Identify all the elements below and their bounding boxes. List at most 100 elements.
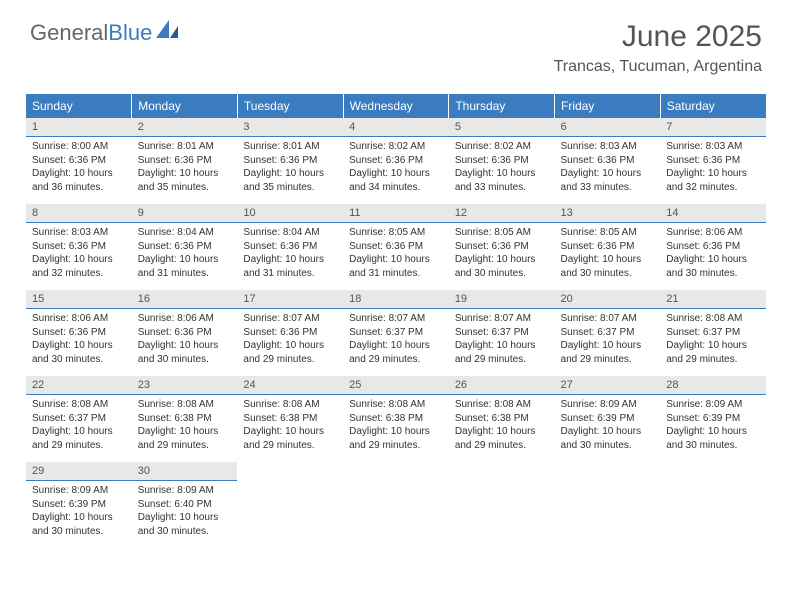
sunset-text: Sunset: 6:36 PM xyxy=(243,154,337,168)
day-number: 12 xyxy=(455,207,467,219)
day-number-cell xyxy=(449,462,555,481)
day-number-cell xyxy=(660,462,766,481)
daylight-text: Daylight: 10 hours and 30 minutes. xyxy=(32,339,126,366)
day-number: 25 xyxy=(349,379,361,391)
brand-logo: GeneralBlue xyxy=(30,20,182,46)
sunset-text: Sunset: 6:36 PM xyxy=(455,154,549,168)
day-content-cell: Sunrise: 8:05 AMSunset: 6:36 PMDaylight:… xyxy=(343,223,449,291)
daylight-text: Daylight: 10 hours and 29 minutes. xyxy=(455,425,549,452)
weekday-header: Wednesday xyxy=(343,94,449,118)
sunrise-text: Sunrise: 8:08 AM xyxy=(138,398,232,412)
daylight-text: Daylight: 10 hours and 29 minutes. xyxy=(349,339,443,366)
sunrise-text: Sunrise: 8:08 AM xyxy=(666,312,760,326)
sunrise-text: Sunrise: 8:00 AM xyxy=(32,140,126,154)
day-number-row: 2930 xyxy=(26,462,766,481)
day-number-cell xyxy=(555,462,661,481)
daylight-text: Daylight: 10 hours and 36 minutes. xyxy=(32,167,126,194)
day-content-cell xyxy=(449,481,555,549)
day-number-cell: 15 xyxy=(26,290,132,309)
day-number-cell: 2 xyxy=(132,118,238,137)
sunset-text: Sunset: 6:37 PM xyxy=(455,326,549,340)
sunrise-text: Sunrise: 8:05 AM xyxy=(349,226,443,240)
daylight-text: Daylight: 10 hours and 35 minutes. xyxy=(138,167,232,194)
day-content-cell xyxy=(237,481,343,549)
sunset-text: Sunset: 6:37 PM xyxy=(32,412,126,426)
day-number-cell: 3 xyxy=(237,118,343,137)
day-content-cell: Sunrise: 8:02 AMSunset: 6:36 PMDaylight:… xyxy=(449,137,555,205)
day-content-cell: Sunrise: 8:08 AMSunset: 6:37 PMDaylight:… xyxy=(26,395,132,463)
day-number-cell: 23 xyxy=(132,376,238,395)
day-content-cell: Sunrise: 8:04 AMSunset: 6:36 PMDaylight:… xyxy=(237,223,343,291)
day-number: 28 xyxy=(666,379,678,391)
daylight-text: Daylight: 10 hours and 30 minutes. xyxy=(561,253,655,280)
day-number: 24 xyxy=(243,379,255,391)
sunset-text: Sunset: 6:38 PM xyxy=(243,412,337,426)
daylight-text: Daylight: 10 hours and 32 minutes. xyxy=(666,167,760,194)
day-content-cell: Sunrise: 8:06 AMSunset: 6:36 PMDaylight:… xyxy=(132,309,238,377)
day-content-cell: Sunrise: 8:08 AMSunset: 6:38 PMDaylight:… xyxy=(449,395,555,463)
day-number-cell: 30 xyxy=(132,462,238,481)
daylight-text: Daylight: 10 hours and 29 minutes. xyxy=(666,339,760,366)
day-number-cell xyxy=(343,462,449,481)
day-number: 22 xyxy=(32,379,44,391)
daylight-text: Daylight: 10 hours and 34 minutes. xyxy=(349,167,443,194)
day-number: 15 xyxy=(32,293,44,305)
sunset-text: Sunset: 6:38 PM xyxy=(455,412,549,426)
daylight-text: Daylight: 10 hours and 29 minutes. xyxy=(243,339,337,366)
sunrise-text: Sunrise: 8:01 AM xyxy=(138,140,232,154)
day-number: 4 xyxy=(349,121,355,133)
day-number-cell: 22 xyxy=(26,376,132,395)
sunset-text: Sunset: 6:40 PM xyxy=(138,498,232,512)
day-number-cell: 5 xyxy=(449,118,555,137)
day-content-cell: Sunrise: 8:03 AMSunset: 6:36 PMDaylight:… xyxy=(660,137,766,205)
day-number: 6 xyxy=(561,121,567,133)
day-number-cell: 6 xyxy=(555,118,661,137)
weekday-header-row: Sunday Monday Tuesday Wednesday Thursday… xyxy=(26,94,766,118)
daylight-text: Daylight: 10 hours and 30 minutes. xyxy=(455,253,549,280)
day-number: 19 xyxy=(455,293,467,305)
day-content-cell: Sunrise: 8:05 AMSunset: 6:36 PMDaylight:… xyxy=(555,223,661,291)
weekday-header: Tuesday xyxy=(237,94,343,118)
sail-icon xyxy=(156,20,182,46)
day-number: 7 xyxy=(666,121,672,133)
day-content-cell: Sunrise: 8:03 AMSunset: 6:36 PMDaylight:… xyxy=(26,223,132,291)
sunrise-text: Sunrise: 8:08 AM xyxy=(32,398,126,412)
daylight-text: Daylight: 10 hours and 30 minutes. xyxy=(561,425,655,452)
day-content-cell: Sunrise: 8:09 AMSunset: 6:39 PMDaylight:… xyxy=(660,395,766,463)
day-content-cell: Sunrise: 8:09 AMSunset: 6:39 PMDaylight:… xyxy=(26,481,132,549)
day-number: 20 xyxy=(561,293,573,305)
day-number: 23 xyxy=(138,379,150,391)
day-number-cell: 11 xyxy=(343,204,449,223)
daylight-text: Daylight: 10 hours and 31 minutes. xyxy=(138,253,232,280)
day-content-cell: Sunrise: 8:09 AMSunset: 6:39 PMDaylight:… xyxy=(555,395,661,463)
day-content-cell: Sunrise: 8:06 AMSunset: 6:36 PMDaylight:… xyxy=(660,223,766,291)
daylight-text: Daylight: 10 hours and 29 minutes. xyxy=(32,425,126,452)
weekday-header: Friday xyxy=(555,94,661,118)
day-content-row: Sunrise: 8:06 AMSunset: 6:36 PMDaylight:… xyxy=(26,309,766,377)
day-number: 13 xyxy=(561,207,573,219)
sunset-text: Sunset: 6:36 PM xyxy=(32,240,126,254)
daylight-text: Daylight: 10 hours and 30 minutes. xyxy=(32,511,126,538)
day-number-cell: 13 xyxy=(555,204,661,223)
sunset-text: Sunset: 6:37 PM xyxy=(561,326,655,340)
sunset-text: Sunset: 6:37 PM xyxy=(666,326,760,340)
sunset-text: Sunset: 6:36 PM xyxy=(138,326,232,340)
daylight-text: Daylight: 10 hours and 33 minutes. xyxy=(561,167,655,194)
sunset-text: Sunset: 6:39 PM xyxy=(561,412,655,426)
day-content-cell: Sunrise: 8:02 AMSunset: 6:36 PMDaylight:… xyxy=(343,137,449,205)
day-content-cell xyxy=(343,481,449,549)
day-content-cell: Sunrise: 8:07 AMSunset: 6:37 PMDaylight:… xyxy=(555,309,661,377)
day-number-cell: 24 xyxy=(237,376,343,395)
day-number-row: 891011121314 xyxy=(26,204,766,223)
sunset-text: Sunset: 6:39 PM xyxy=(666,412,760,426)
sunset-text: Sunset: 6:39 PM xyxy=(32,498,126,512)
sunrise-text: Sunrise: 8:05 AM xyxy=(561,226,655,240)
day-number: 3 xyxy=(243,121,249,133)
day-content-cell: Sunrise: 8:06 AMSunset: 6:36 PMDaylight:… xyxy=(26,309,132,377)
daylight-text: Daylight: 10 hours and 29 minutes. xyxy=(349,425,443,452)
sunset-text: Sunset: 6:36 PM xyxy=(666,240,760,254)
sunrise-text: Sunrise: 8:09 AM xyxy=(666,398,760,412)
day-content-cell: Sunrise: 8:08 AMSunset: 6:38 PMDaylight:… xyxy=(132,395,238,463)
day-number: 27 xyxy=(561,379,573,391)
daylight-text: Daylight: 10 hours and 30 minutes. xyxy=(666,425,760,452)
